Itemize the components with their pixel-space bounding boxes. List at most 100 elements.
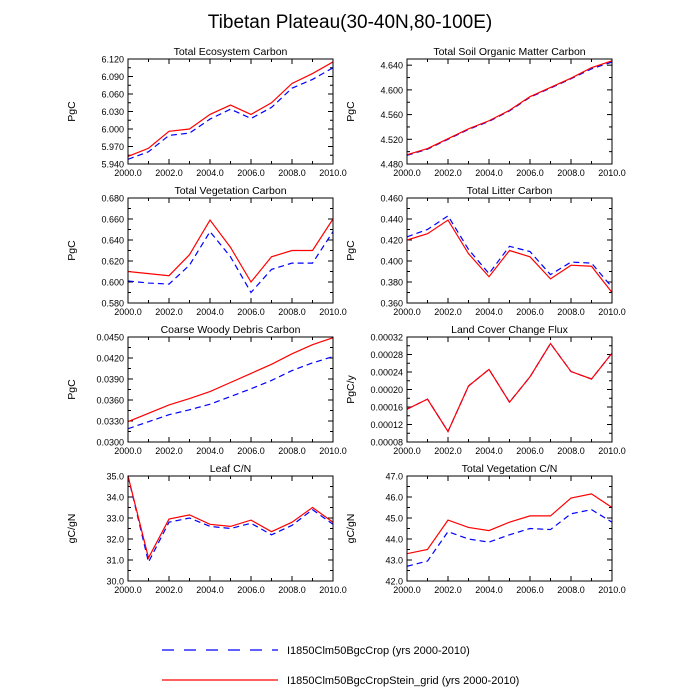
chart-panel-2: Total Soil Organic Matter Carbon PgC 2000.… — [345, 46, 626, 178]
plot-frame — [127, 58, 334, 165]
y-tick-label: 31.0 — [106, 556, 124, 566]
series-line-blue — [128, 230, 333, 294]
series-line-blue — [407, 342, 612, 433]
x-tick-label: 2010.0 — [319, 168, 347, 178]
panel-title: Coarse Woody Debris Carbon — [161, 324, 301, 336]
y-tick-label: 0.0360 — [96, 396, 124, 406]
x-tick-label: 2006.0 — [237, 585, 265, 595]
y-tick-label: 34.0 — [106, 493, 124, 503]
y-tick-label: 0.580 — [101, 299, 124, 309]
y-tick-label: 6.000 — [101, 125, 124, 135]
x-tick-label: 2002.0 — [155, 446, 183, 456]
y-tick-label: 0.00020 — [370, 385, 403, 395]
y-tick-label: 4.480 — [380, 160, 403, 170]
y-tick-label: 4.600 — [380, 85, 403, 95]
x-tick-label: 2010.0 — [319, 585, 347, 595]
y-tick-label: 0.00012 — [370, 420, 403, 430]
panel-title: Total Ecosystem Carbon — [174, 46, 288, 58]
y-tick-label: 6.120 — [101, 55, 124, 65]
chart-panel-7: Leaf C/N gC/gN 2000.0 2002.0 2004.0 2006.0 200… — [66, 463, 347, 595]
x-tick-label: 2006.0 — [237, 168, 265, 178]
plot-frame — [127, 197, 334, 304]
panel-title: Total Vegetation C/N — [462, 463, 558, 475]
x-tick-label: 2004.0 — [475, 307, 503, 317]
x-tick-label: 2002.0 — [434, 168, 462, 178]
x-tick-label: 2006.0 — [516, 168, 544, 178]
y-tick-label: 0.0390 — [96, 375, 124, 385]
series-line-red — [128, 61, 333, 157]
series-line-blue — [128, 67, 333, 160]
legend-label: I1850Clm50BgcCrop (yrs 2000-2010) — [287, 645, 470, 657]
y-tick-label: 0.420 — [380, 236, 403, 246]
x-tick-label: 2008.0 — [278, 168, 306, 178]
plot-frame — [127, 475, 334, 582]
y-tick-label: 4.560 — [380, 110, 403, 120]
series-line-blue — [407, 61, 612, 156]
x-tick-label: 2010.0 — [598, 307, 626, 317]
y-axis-label: PgC — [66, 240, 78, 261]
y-tick-label: 6.090 — [101, 72, 124, 82]
y-tick-label: 30.0 — [106, 577, 124, 587]
series-line-blue — [128, 476, 333, 564]
chart-panel-5: Coarse Woody Debris Carbon PgC 2000.0 2002.… — [66, 324, 347, 456]
x-tick-label: 2008.0 — [557, 446, 585, 456]
x-tick-label: 2010.0 — [598, 585, 626, 595]
chart-panel-3: Total Vegetation Carbon PgC 2000.0 2002.0 20… — [66, 185, 347, 317]
y-tick-label: 6.030 — [101, 107, 124, 117]
x-tick-label: 2010.0 — [598, 168, 626, 178]
y-tick-label: 0.0420 — [96, 354, 124, 364]
y-tick-label: 0.440 — [380, 215, 403, 225]
panel-title: Total Vegetation Carbon — [174, 185, 286, 197]
series-line-red — [128, 337, 333, 423]
y-tick-label: 0.0450 — [96, 333, 124, 343]
plot-frame — [406, 197, 613, 304]
y-axis-label: PgC/y — [345, 374, 357, 403]
y-axis-label: PgC — [66, 101, 78, 122]
x-tick-label: 2008.0 — [278, 307, 306, 317]
x-tick-label: 2008.0 — [278, 446, 306, 456]
y-tick-label: 4.640 — [380, 61, 403, 71]
x-tick-label: 2008.0 — [557, 168, 585, 178]
chart-panel-1: Total Ecosystem Carbon PgC 2000.0 2002.0 200… — [66, 46, 347, 178]
x-tick-label: 2004.0 — [475, 585, 503, 595]
series-line-red — [128, 218, 333, 284]
y-tick-label: 0.0330 — [96, 417, 124, 427]
x-tick-label: 2002.0 — [155, 585, 183, 595]
x-tick-label: 2010.0 — [598, 446, 626, 456]
y-tick-label: 6.060 — [101, 90, 124, 100]
series-line-blue — [407, 215, 612, 288]
y-tick-label: 0.660 — [101, 215, 124, 225]
x-tick-label: 2000.0 — [114, 446, 142, 456]
y-tick-label: 0.00016 — [370, 403, 403, 413]
y-tick-label: 4.520 — [380, 135, 403, 145]
series-line-blue — [128, 356, 333, 430]
x-tick-label: 2002.0 — [434, 585, 462, 595]
y-tick-label: 0.460 — [380, 194, 403, 204]
y-tick-label: 0.00032 — [370, 333, 403, 343]
panels: Total Ecosystem Carbon PgC 2000.0 2002.0 200… — [66, 46, 626, 595]
y-axis-label: gC/gN — [66, 514, 78, 544]
legend-entry-1: I1850Clm50BgcCrop (yrs 2000-2010) — [162, 645, 470, 657]
x-tick-label: 2002.0 — [155, 168, 183, 178]
x-tick-label: 2008.0 — [278, 585, 306, 595]
x-tick-label: 2008.0 — [557, 307, 585, 317]
y-tick-label: 33.0 — [106, 514, 124, 524]
x-tick-label: 2006.0 — [516, 307, 544, 317]
x-tick-label: 2010.0 — [319, 307, 347, 317]
x-tick-label: 2010.0 — [319, 446, 347, 456]
legend-entry-2: I1850Clm50BgcCropStein_grid (yrs 2000-20… — [162, 675, 519, 687]
chart-panel-8: Total Vegetation C/N gC/gN 2000.0 2002.0 200… — [345, 463, 626, 595]
x-tick-label: 2002.0 — [434, 307, 462, 317]
y-tick-label: 0.360 — [380, 299, 403, 309]
series-line-red — [407, 493, 612, 555]
x-tick-label: 2000.0 — [393, 446, 421, 456]
y-axis-label: PgC — [66, 379, 78, 400]
chart-panel-4: Total Litter Carbon PgC 2000.0 2002.0 2004.0… — [345, 185, 626, 317]
x-tick-label: 2004.0 — [196, 446, 224, 456]
chart-panel-6: Land Cover Change Flux PgC/y 2000.0 2002.0 2… — [345, 324, 626, 456]
y-tick-label: 0.0300 — [96, 438, 124, 448]
x-tick-label: 2006.0 — [237, 307, 265, 317]
plot-frame — [127, 336, 334, 443]
x-tick-label: 2004.0 — [196, 168, 224, 178]
